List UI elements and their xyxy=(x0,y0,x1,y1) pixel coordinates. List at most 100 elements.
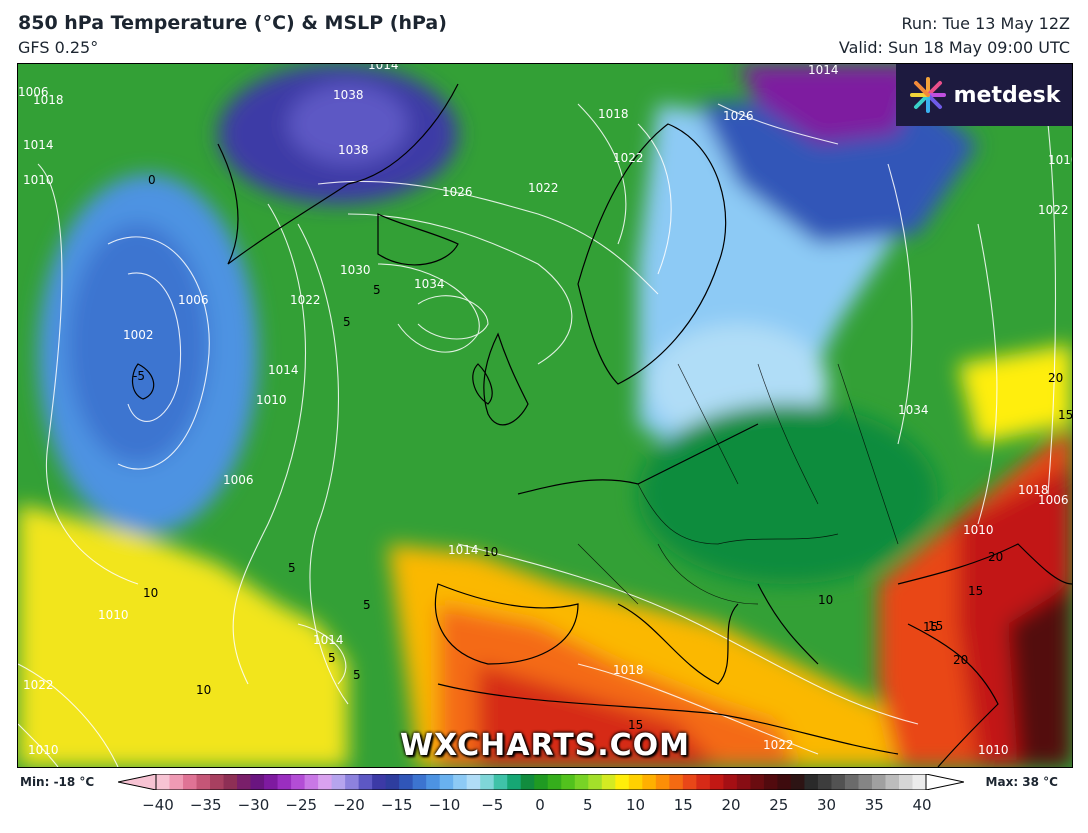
temp-label: 5 xyxy=(343,315,351,329)
isobar-label: 1014 xyxy=(808,64,839,77)
colorbar-tick-label: 5 xyxy=(582,796,593,814)
colorbar-min-arrow xyxy=(118,774,157,790)
colorbar-cell xyxy=(547,774,562,790)
temperature-labels: 5 -5 0 5 5 5 10 10 10 10 5 5 15 15 20 20… xyxy=(133,173,1072,732)
temp-label: 5 xyxy=(373,283,381,297)
chart-title: 850 hPa Temperature (°C) & MSLP (hPa) xyxy=(18,12,447,34)
colorbar-cell xyxy=(736,774,751,790)
colorbar-cell xyxy=(574,774,589,790)
colorbar-cell xyxy=(331,774,346,790)
colorbar-cell xyxy=(844,774,859,790)
colorbar-cell xyxy=(520,774,535,790)
isobar-label: 1018 xyxy=(613,663,644,677)
run-time: Run: Tue 13 May 12Z xyxy=(901,14,1071,33)
isobar-label: 1022 xyxy=(23,678,54,692)
isobar-label: 1038 xyxy=(333,88,364,102)
isobar-label: 1018 xyxy=(33,93,64,107)
temp-label: 15 xyxy=(968,584,983,598)
colorbar-cell xyxy=(439,774,454,790)
colorbar-cell xyxy=(561,774,576,790)
isobar-labels: 1006 1014 1038 1038 1034 1010 1026 1022 … xyxy=(18,64,1072,757)
colorbar-cell xyxy=(912,774,927,790)
colorbar-tick-label: 40 xyxy=(912,796,932,814)
colorbar-cell xyxy=(669,774,684,790)
colorbar-cell xyxy=(466,774,481,790)
colorbar-tick-label: −20 xyxy=(333,796,365,814)
colorbar-cell xyxy=(358,774,373,790)
cold-core-atlantic xyxy=(68,224,208,464)
colorbar-cell xyxy=(507,774,522,790)
colorbar-cell xyxy=(709,774,724,790)
isobar-label: 1010 xyxy=(256,393,287,407)
metdesk-logo[interactable]: metdesk xyxy=(896,64,1072,126)
colorbar-cell xyxy=(655,774,670,790)
colorbar-tick-label: 15 xyxy=(673,796,693,814)
isobar-label: 1018 xyxy=(598,107,629,121)
cold-area-north xyxy=(698,94,978,244)
colorbar-cells xyxy=(155,774,927,790)
colorbar-cell xyxy=(777,774,792,790)
colorbar-cell xyxy=(804,774,819,790)
colorbar-cell xyxy=(493,774,508,790)
colorbar-cell xyxy=(763,774,778,790)
colorbar-cell xyxy=(480,774,495,790)
colorbar-cell xyxy=(304,774,319,790)
colorbar-tick-label: −40 xyxy=(142,796,174,814)
isobar-label: 1022 xyxy=(528,181,559,195)
isobar-label: 1006 xyxy=(18,85,49,99)
isobar-label: 1010 xyxy=(978,743,1009,757)
colorbar-cell xyxy=(601,774,616,790)
isobar-label: 1014 xyxy=(313,633,344,647)
warm-area-atlantic xyxy=(18,504,348,767)
isobar-label: 1006 xyxy=(178,293,209,307)
isobar-label: 1018 xyxy=(1018,483,1049,497)
isobar-label: 1014 xyxy=(268,363,299,377)
isobar-label: 1022 xyxy=(290,293,321,307)
colorbar-cell xyxy=(345,774,360,790)
temp-label: 15 xyxy=(923,620,938,634)
colorbar-tick-label: −35 xyxy=(189,796,222,814)
temp-label: 15 xyxy=(628,718,643,732)
mild-area-central-europe xyxy=(638,404,938,584)
temp-label: 10 xyxy=(196,683,211,697)
colorbar-cell xyxy=(412,774,427,790)
colorbar-cell xyxy=(885,774,900,790)
map-canvas: 1006 1014 1038 1038 1034 1010 1026 1022 … xyxy=(18,64,1072,767)
colorbar-cell xyxy=(453,774,468,790)
colorbar-tick-label: −30 xyxy=(237,796,270,814)
colorbar-cell xyxy=(871,774,886,790)
temp-label: 15 xyxy=(928,619,943,633)
isobar-label: 1030 xyxy=(340,263,371,277)
colorbar-min-label: Min: -18 °C xyxy=(20,775,95,789)
temp-label: 5 xyxy=(288,561,296,575)
colorbar-cell xyxy=(898,774,913,790)
temp-label: 20 xyxy=(953,653,968,667)
colorbar-cell xyxy=(318,774,333,790)
isobar-label: 1034 xyxy=(898,403,929,417)
colorbar-cell xyxy=(169,774,184,790)
colorbar-ticks: −40 −35 −30 −25 −20 −15 −10 −5 0 5 10 15 20 25 30 35 40 xyxy=(0,796,1088,818)
isobar-label: 1010 xyxy=(28,743,59,757)
coastlines xyxy=(132,83,1072,767)
temp-label: 5 xyxy=(363,598,371,612)
isobar-label: 1026 xyxy=(723,109,754,123)
colorbar-cell xyxy=(696,774,711,790)
hot-core-africa xyxy=(478,664,718,767)
isobar-label: 1022 xyxy=(613,151,644,165)
colorbar-cell xyxy=(588,774,603,790)
colorbar-cell xyxy=(277,774,292,790)
colorbar-cell xyxy=(156,774,171,790)
isobar-label: 1014 xyxy=(448,543,479,557)
temp-label: 10 xyxy=(143,586,158,600)
colorbar-cell xyxy=(196,774,211,790)
isobar-label: 1022 xyxy=(1038,203,1069,217)
colorbar-cell xyxy=(183,774,198,790)
model-name: GFS 0.25° xyxy=(18,38,99,57)
isobar-label: 1026 xyxy=(442,185,473,199)
wxcharts-watermark: WXCHARTS.COM xyxy=(399,728,691,763)
colorbar-cell xyxy=(858,774,873,790)
colorbar-tick-label: 20 xyxy=(721,796,741,814)
isobar-label: 1034 xyxy=(414,277,445,291)
colorbar-tick-label: −25 xyxy=(285,796,318,814)
colorbar-cell xyxy=(750,774,765,790)
